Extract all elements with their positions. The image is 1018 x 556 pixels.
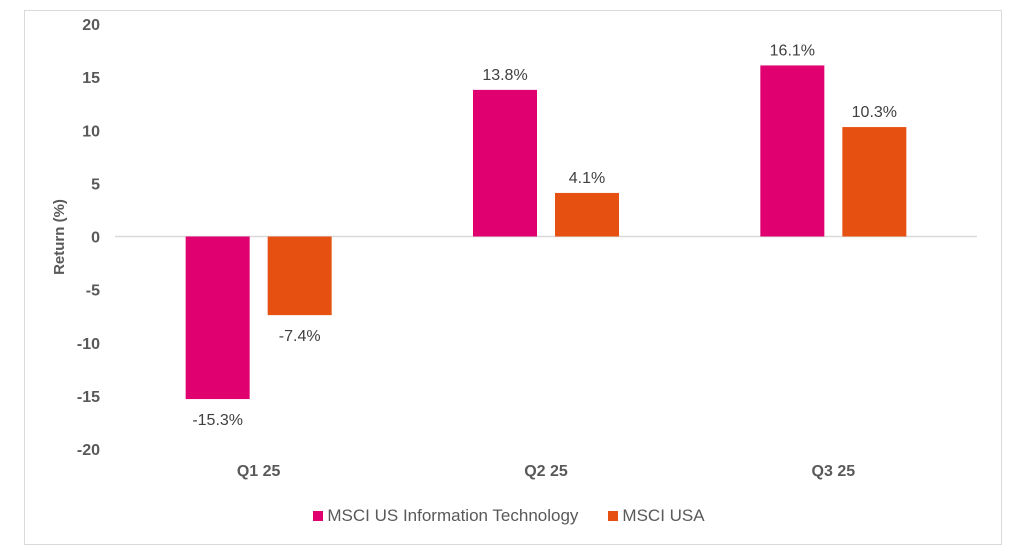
x-category-label: Q1 25 [237, 463, 281, 480]
legend-item-usa: MSCI USA [608, 506, 705, 526]
data-labels: -15.3% -7.4% 13.8% 4.1% 16.1% 10.3% [192, 42, 897, 429]
y-tick-label: 20 [82, 17, 100, 34]
y-tick-label: -15 [77, 389, 100, 406]
data-label: 16.1% [770, 42, 815, 59]
chart-frame [24, 10, 1002, 545]
legend-label-usa: MSCI USA [622, 506, 705, 525]
y-tick-label: 10 [82, 123, 100, 140]
data-label: 10.3% [852, 104, 897, 121]
y-tick-label: 15 [82, 70, 100, 87]
bars [185, 65, 907, 400]
y-axis-ticks: 20 15 10 5 0 -5 -10 -15 -20 [77, 17, 100, 459]
x-axis-categories: Q1 25 Q2 25 Q3 25 [237, 463, 855, 480]
legend-swatch-usa [608, 511, 619, 521]
bar-it-1 [473, 89, 537, 237]
data-label: 13.8% [482, 67, 527, 84]
y-axis-label: Return (%) [51, 199, 68, 275]
bar-usa-0 [267, 236, 332, 316]
bar-usa-1 [555, 192, 619, 237]
legend: MSCI US Information Technology MSCI USA [0, 506, 1018, 526]
bar-it-2 [760, 65, 825, 237]
bar-usa-2 [842, 127, 907, 237]
y-tick-label: 0 [91, 230, 100, 247]
y-tick-label: -10 [77, 336, 100, 353]
y-tick-label: 5 [91, 176, 100, 193]
y-tick-label: -5 [86, 283, 100, 300]
data-label: 4.1% [569, 170, 605, 187]
x-category-label: Q3 25 [812, 463, 856, 480]
y-tick-label: -20 [77, 442, 100, 459]
data-label: -15.3% [192, 412, 243, 429]
x-category-label: Q2 25 [524, 463, 568, 480]
bar-it-0 [185, 236, 250, 400]
legend-swatch-it [313, 511, 324, 521]
legend-item-it: MSCI US Information Technology [313, 506, 578, 526]
data-label: -7.4% [279, 328, 321, 345]
legend-label-it: MSCI US Information Technology [327, 506, 579, 525]
